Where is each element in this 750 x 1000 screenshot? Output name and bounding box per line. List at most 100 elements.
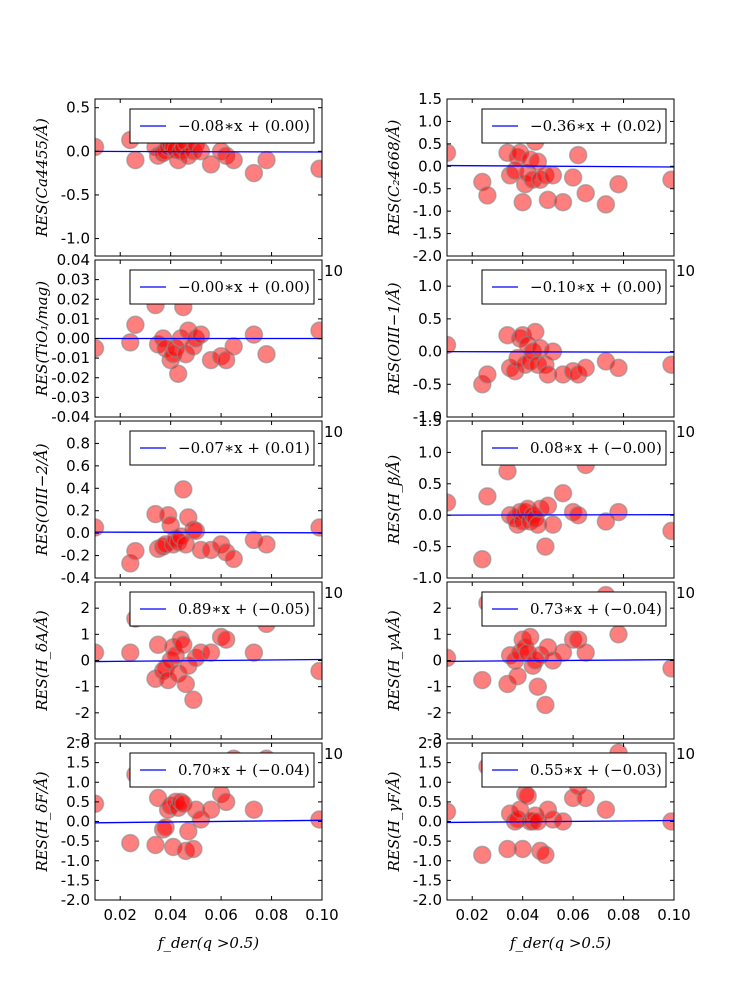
- x-tick-label: 0.06: [556, 906, 589, 924]
- y-tick-label: 1.0: [66, 773, 90, 791]
- legend: −0.10∗x + (0.00): [481, 269, 667, 305]
- stray-tick-label: 10: [324, 584, 343, 602]
- data-point: [513, 192, 532, 212]
- data-point: [244, 643, 264, 662]
- y-tick-label: -0.03: [51, 388, 90, 406]
- legend: −0.07∗x + (0.01): [129, 430, 315, 466]
- legend-label: 0.89∗x + (−0.05): [178, 600, 310, 618]
- x-tick-label: 0.06: [204, 906, 237, 924]
- y-axis-label: RES(H_γF/Å): [385, 771, 403, 872]
- data-point: [121, 643, 140, 662]
- fit-line: [95, 150, 322, 153]
- y-axis-label: RES(Ca4455/Å): [33, 118, 51, 238]
- y-tick-label: -0.4: [61, 569, 90, 587]
- y-tick-label: 0.0: [66, 524, 90, 542]
- data-point: [310, 159, 322, 179]
- y-tick-label: 0.0: [66, 813, 90, 831]
- y-tick-label: 0: [80, 652, 90, 670]
- data-point: [224, 150, 243, 170]
- panel-hgammaF: 2.0 1.51.0 0.5 0.0-0.5 -1.0-1.5 -2.0 0.02 0.04 0…: [385, 734, 691, 952]
- y-tick-label: -2: [75, 704, 90, 722]
- panel-hbeta: 1.5 1.0 0.5 0.0 -0.5 -1.0 10 RES(H_β/Å) 0.08∗x +…: [385, 412, 695, 602]
- axes-frame: [446, 259, 675, 418]
- x-axis-label: f_der(q >0.5): [157, 934, 259, 952]
- data-point: [121, 833, 140, 853]
- x-tick-label: 0.04: [154, 906, 187, 924]
- data-point: [563, 168, 583, 187]
- y-tick-label: -2: [427, 704, 442, 722]
- data-point: [609, 502, 628, 522]
- y-tick-label: -1.5: [61, 871, 90, 889]
- data-point: [95, 794, 105, 814]
- y-tick-label: 1: [80, 625, 90, 643]
- y-tick-label: 2.0: [418, 734, 442, 752]
- y-tick-label: -1.0: [413, 408, 442, 426]
- legend-label: 0.08∗x + (−0.00): [530, 439, 662, 457]
- data-point: [508, 666, 527, 686]
- legend-label: −0.08∗x + (0.00): [178, 117, 310, 135]
- plot-area-hdeltaF: [95, 749, 322, 861]
- data-point: [576, 643, 595, 662]
- y-tick-label: -0.5: [413, 375, 442, 393]
- y-tick-label: 1.5: [418, 412, 442, 430]
- legend-label: 0.55∗x + (−0.03): [530, 761, 662, 779]
- y-axis-label: RES(H_δA/Å): [33, 610, 51, 712]
- legend: 0.70∗x + (−0.04): [129, 752, 315, 788]
- y-axis-label: RES(H_δF/Å): [33, 771, 51, 872]
- fit-line: [95, 658, 322, 663]
- fit-line: [95, 819, 322, 824]
- y-tick-label: 0.0: [418, 343, 442, 361]
- data-point: [257, 344, 276, 364]
- x-axis-label: f_der(q >0.5): [509, 934, 611, 952]
- data-point: [473, 845, 492, 865]
- data-point: [536, 695, 555, 715]
- y-tick-label: 0.0: [418, 157, 442, 175]
- data-point: [553, 192, 573, 212]
- y-tick-label: 0.5: [418, 310, 442, 328]
- plot-area-oiii1: [447, 322, 674, 394]
- x-tick-label: 0.02: [104, 906, 137, 924]
- data-point: [224, 337, 243, 356]
- y-axis-label: RES(H_γA/Å): [385, 610, 403, 712]
- data-point: [201, 643, 221, 662]
- data-point: [310, 518, 322, 537]
- y-tick-label: -1.0: [413, 852, 442, 870]
- data-point: [244, 163, 264, 183]
- data-point: [184, 839, 203, 859]
- data-point: [473, 549, 492, 569]
- y-tick-label: -1: [75, 678, 90, 696]
- y-axis-label: RES(OIII−1/Å): [385, 282, 403, 395]
- y-tick-label: -2.0: [413, 247, 442, 265]
- y-axis-label: RES(H_β/Å): [385, 455, 403, 546]
- y-tick-label: 2: [432, 599, 442, 617]
- y-axis-label: RES(C₂4668/Å): [385, 119, 403, 236]
- y-tick-label: -1.0: [413, 569, 442, 587]
- legend: −0.08∗x + (0.00): [129, 108, 315, 144]
- data-point: [244, 325, 264, 344]
- data-point: [244, 800, 264, 819]
- y-tick-label: -2.0: [413, 891, 442, 909]
- y-tick-label: -0.2: [61, 547, 90, 565]
- y-tick-label: 1.0: [418, 277, 442, 295]
- data-point: [447, 648, 457, 668]
- data-point: [538, 190, 558, 210]
- data-point: [478, 487, 497, 506]
- data-point: [536, 537, 555, 556]
- data-point: [224, 549, 243, 569]
- y-tick-label: -1: [427, 678, 442, 696]
- legend-label: −0.07∗x + (0.01): [178, 439, 310, 457]
- y-tick-label: 0.0: [418, 506, 442, 524]
- data-point: [447, 143, 457, 163]
- data-point: [168, 364, 188, 384]
- y-tick-label: 1.5: [418, 754, 442, 772]
- y-tick-label: 0.02: [57, 290, 90, 308]
- data-point: [146, 835, 165, 855]
- y-tick-label: 1.5: [66, 754, 90, 772]
- data-point: [216, 792, 236, 812]
- legend-label: 0.70∗x + (−0.04): [178, 761, 310, 779]
- legend-label: −0.36∗x + (0.02): [530, 117, 662, 135]
- data-point: [538, 496, 558, 516]
